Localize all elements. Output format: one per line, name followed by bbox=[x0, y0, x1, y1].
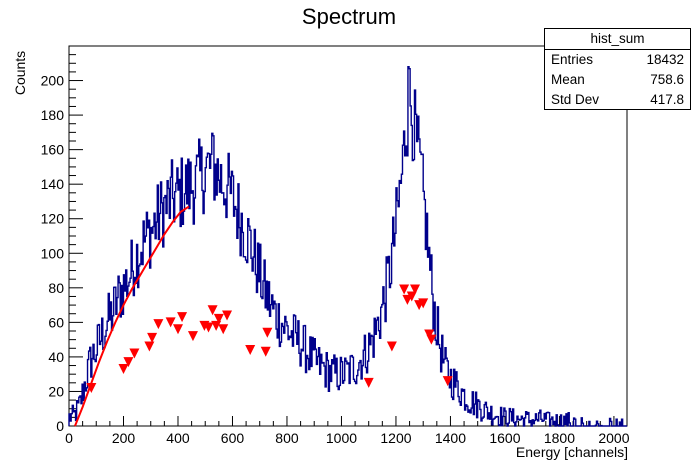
marker-point bbox=[363, 377, 374, 388]
stats-label: Entries bbox=[551, 52, 594, 67]
stats-row-mean: Mean 758.6 bbox=[545, 70, 690, 90]
marker-point bbox=[129, 348, 140, 359]
marker-point bbox=[144, 341, 155, 352]
marker-point bbox=[424, 329, 435, 340]
marker-point bbox=[147, 332, 158, 343]
marker-series bbox=[86, 284, 453, 393]
marker-point bbox=[86, 383, 97, 393]
y-tick-label: 100 bbox=[41, 245, 65, 261]
x-tick-label: 600 bbox=[221, 430, 245, 446]
marker-point bbox=[262, 327, 273, 338]
x-tick-label: 1000 bbox=[326, 430, 357, 446]
y-tick-label: 120 bbox=[41, 211, 65, 227]
y-tick-label: 80 bbox=[48, 280, 64, 296]
x-tick-label: 1600 bbox=[489, 430, 520, 446]
marker-point bbox=[203, 322, 214, 333]
stats-value: 18432 bbox=[646, 52, 684, 67]
marker-point bbox=[118, 364, 129, 374]
marker-point bbox=[260, 346, 271, 357]
y-tick-label: 140 bbox=[41, 176, 65, 192]
marker-point bbox=[218, 324, 229, 335]
histogram-line bbox=[68, 66, 627, 427]
marker-point bbox=[123, 357, 134, 368]
marker-point bbox=[245, 345, 256, 355]
x-tick-label: 400 bbox=[166, 430, 190, 446]
x-tick-label: 1200 bbox=[380, 430, 411, 446]
marker-point bbox=[222, 310, 233, 321]
x-tick-label: 200 bbox=[112, 430, 136, 446]
y-tick-label: 20 bbox=[48, 383, 64, 399]
stats-label: Std Dev bbox=[551, 92, 600, 107]
x-tick-label: 800 bbox=[275, 430, 299, 446]
x-tick-label: 1400 bbox=[435, 430, 466, 446]
stats-row-stddev: Std Dev 417.8 bbox=[545, 90, 690, 110]
marker-point bbox=[187, 331, 198, 342]
x-tick-label: 0 bbox=[65, 430, 73, 446]
x-tick-label: 1800 bbox=[544, 430, 575, 446]
fit-line bbox=[74, 205, 190, 427]
y-tick-label: 160 bbox=[41, 142, 65, 158]
stats-label: Mean bbox=[551, 72, 585, 87]
marker-point bbox=[172, 324, 183, 335]
x-tick-label: 2000 bbox=[598, 430, 629, 446]
marker-point bbox=[426, 334, 437, 345]
chart-title: Spectrum bbox=[302, 4, 396, 29]
marker-point bbox=[418, 298, 429, 309]
axis-ticks: 0 200 400 600 800 1000 1200 1400 1600 1800 2000 0 20… bbox=[41, 54, 630, 446]
marker-point bbox=[386, 341, 397, 352]
fit-curve bbox=[74, 205, 190, 427]
stats-title: hist_sum bbox=[545, 29, 690, 50]
y-axis-label: Counts bbox=[12, 51, 28, 95]
marker-point bbox=[399, 284, 410, 295]
stats-row-entries: Entries 18432 bbox=[545, 50, 690, 70]
y-tick-label: 60 bbox=[48, 314, 64, 330]
y-tick-label: 200 bbox=[41, 73, 65, 89]
marker-point bbox=[442, 376, 453, 387]
marker-point bbox=[213, 313, 224, 324]
stats-value: 758.6 bbox=[650, 72, 684, 87]
histogram-series bbox=[68, 66, 627, 427]
x-axis-label: Energy [channels] bbox=[516, 444, 628, 460]
marker-point bbox=[207, 305, 218, 316]
y-tick-label: 0 bbox=[56, 418, 64, 434]
marker-point bbox=[406, 291, 417, 302]
marker-point bbox=[165, 317, 176, 328]
stats-box: hist_sum Entries 18432 Mean 758.6 Std De… bbox=[544, 28, 691, 110]
marker-point bbox=[177, 312, 188, 323]
y-tick-label: 180 bbox=[41, 107, 65, 123]
stats-value: 417.8 bbox=[650, 92, 684, 107]
y-tick-label: 40 bbox=[48, 349, 64, 365]
marker-point bbox=[410, 284, 421, 295]
marker-point bbox=[153, 319, 164, 330]
